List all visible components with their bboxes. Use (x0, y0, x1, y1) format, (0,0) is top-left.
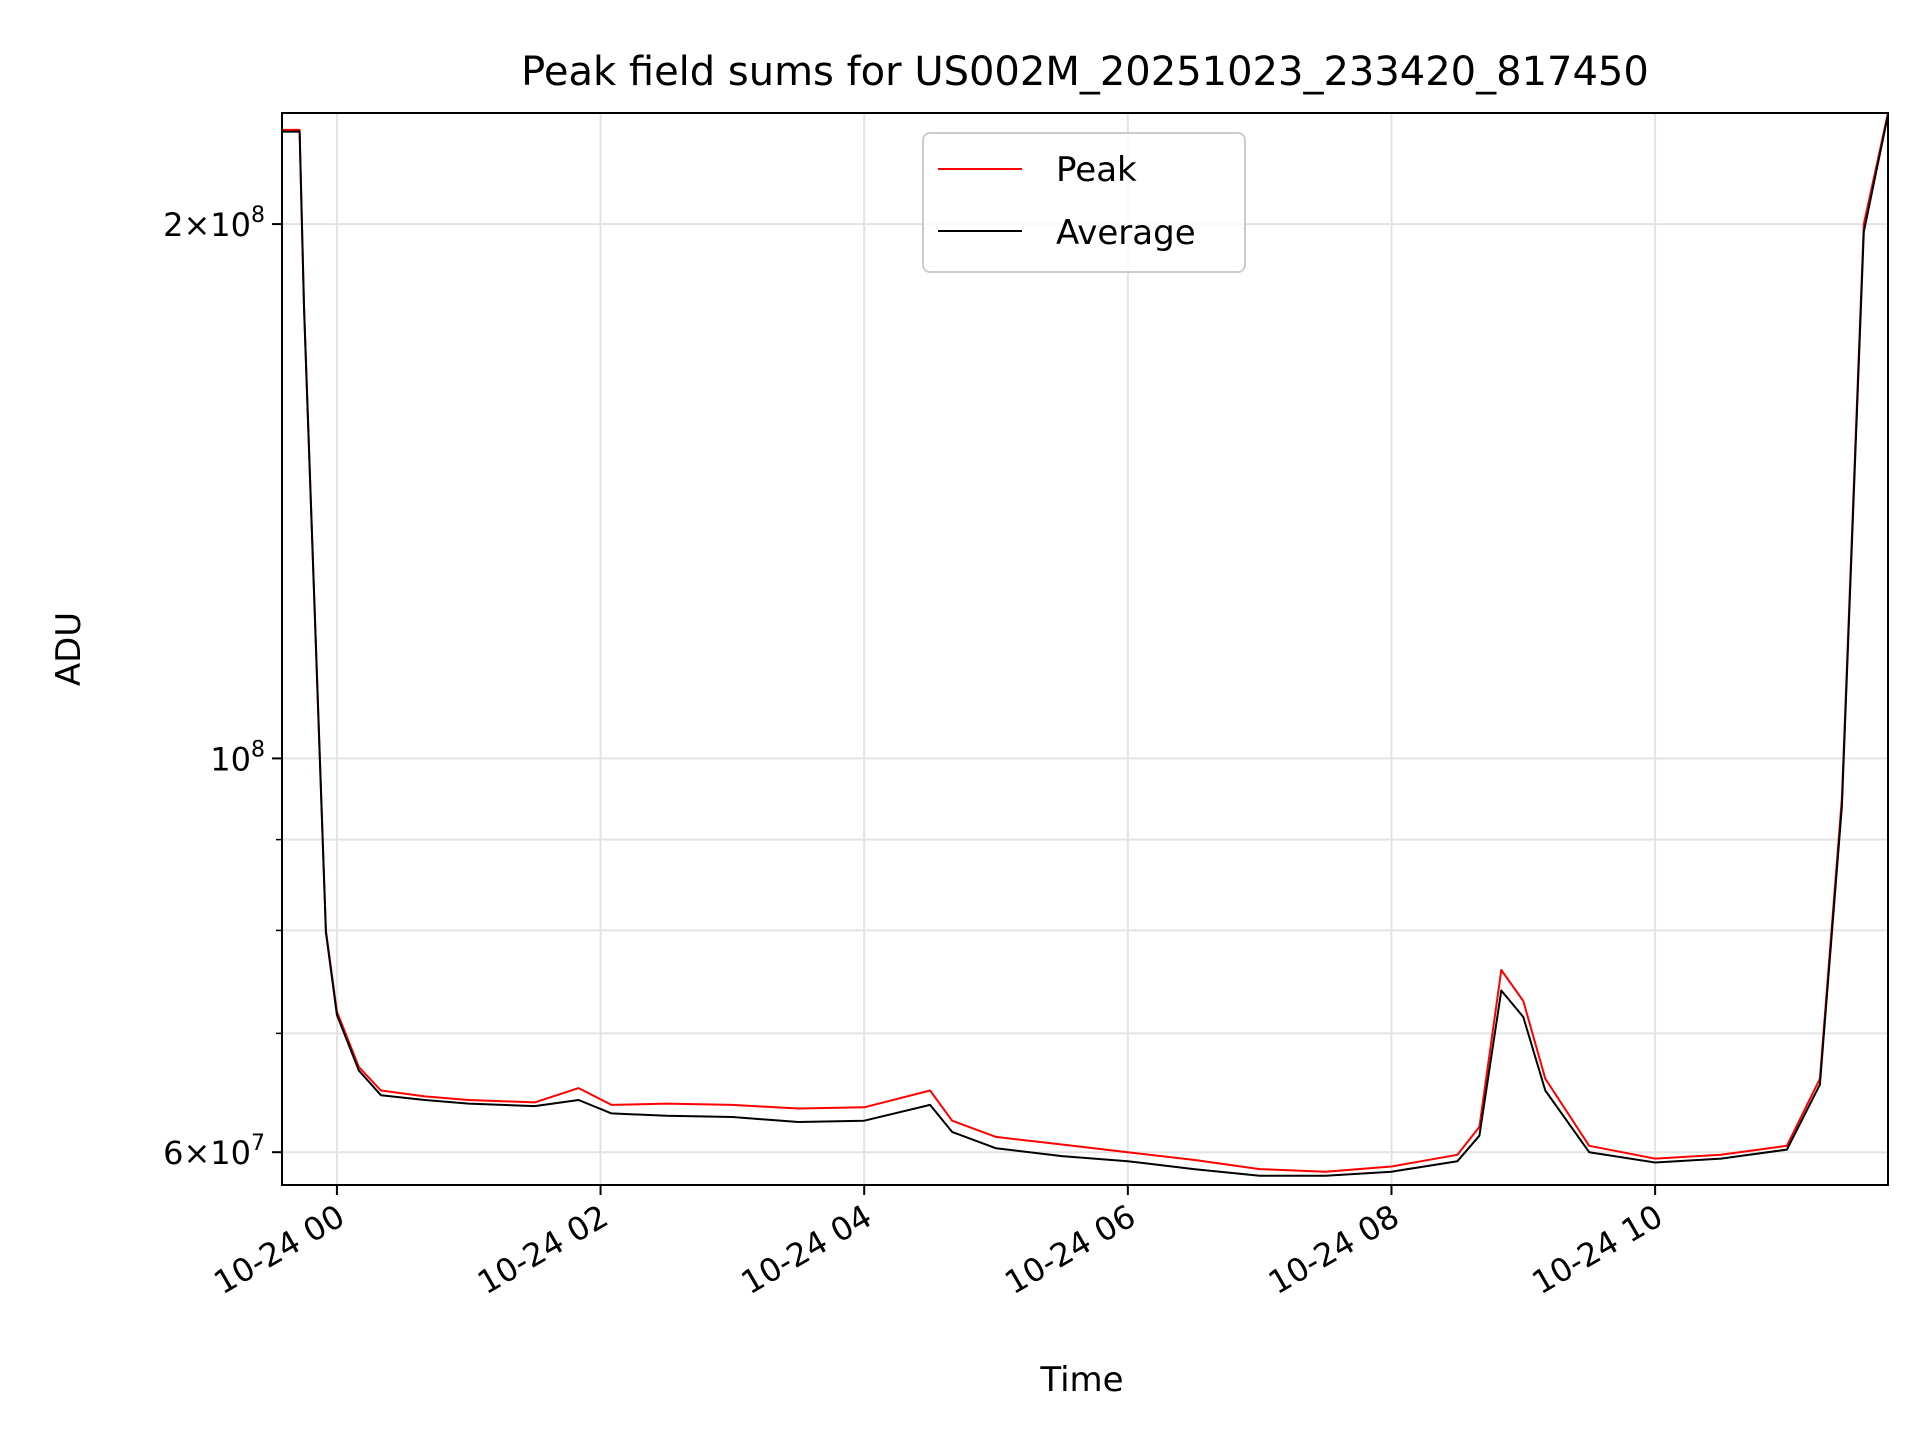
series-line-peak (282, 113, 1888, 1173)
legend-label-average: Average (1056, 213, 1196, 253)
chart-title: Peak field sums for US002M_20251023_2334… (521, 49, 1649, 95)
legend-label-peak: Peak (1056, 150, 1137, 190)
series-lines (282, 113, 1888, 1177)
legend: Peak Average (922, 132, 1246, 273)
plot-area-frame (281, 112, 1889, 1186)
x-axis-label: Time (1039, 1360, 1123, 1400)
y-tick-label: 6×107 (163, 1131, 265, 1172)
series-line-average (282, 114, 1888, 1177)
y-tick-label: 108 (210, 737, 265, 778)
legend-box (922, 132, 1246, 273)
y-tick-label: 2×108 (163, 203, 265, 244)
y-axis-label: ADU (49, 612, 89, 686)
